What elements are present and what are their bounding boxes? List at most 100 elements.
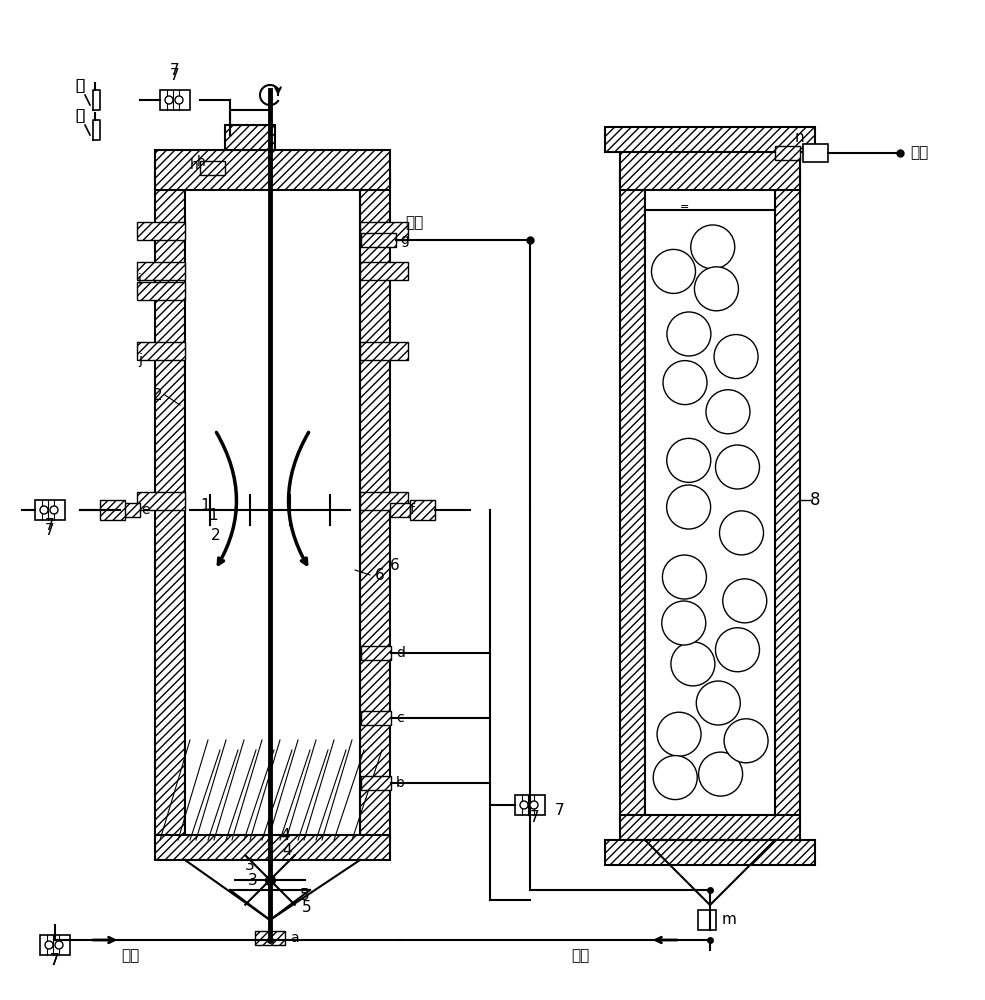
Circle shape (165, 96, 173, 104)
Bar (137, 492, 185, 510)
Text: 7: 7 (50, 953, 60, 968)
Bar (361, 646, 391, 660)
Bar (185, 170, 360, 840)
Circle shape (50, 506, 58, 514)
Text: 6: 6 (375, 568, 385, 583)
Bar (137, 342, 185, 360)
Bar (360, 170, 390, 840)
Text: 7: 7 (45, 518, 55, 533)
Text: g: g (400, 233, 409, 247)
Bar (160, 90, 190, 110)
Text: 4: 4 (282, 843, 292, 858)
Text: ≡: ≡ (681, 203, 690, 213)
Circle shape (696, 681, 741, 725)
Circle shape (698, 752, 743, 796)
Circle shape (715, 628, 759, 672)
Circle shape (175, 96, 183, 104)
Bar (200, 161, 225, 175)
Circle shape (40, 506, 48, 514)
Text: n: n (795, 130, 805, 145)
Bar (360, 342, 408, 360)
Text: 8: 8 (810, 491, 821, 509)
Bar (155, 170, 185, 840)
Bar (230, 110, 270, 125)
Circle shape (657, 712, 701, 756)
Text: h: h (190, 158, 199, 172)
Text: a: a (290, 931, 298, 945)
Text: 3: 3 (248, 873, 258, 888)
Text: 7: 7 (45, 523, 55, 538)
Circle shape (520, 801, 528, 809)
Text: b: b (396, 776, 405, 790)
Bar (155, 150, 390, 190)
Bar (620, 150, 800, 190)
Bar (100, 500, 125, 520)
Bar (40, 935, 70, 955)
Text: 回流: 回流 (571, 948, 589, 963)
Text: f: f (410, 503, 415, 517)
Bar (360, 222, 408, 240)
Circle shape (715, 445, 759, 489)
Bar (360, 262, 408, 280)
Bar (35, 500, 65, 520)
Circle shape (663, 361, 707, 405)
Bar (605, 840, 815, 865)
Bar (155, 835, 390, 860)
Text: 筹: 筹 (75, 108, 84, 123)
Text: 进水: 进水 (121, 948, 139, 963)
Text: 2: 2 (211, 528, 220, 543)
Text: 7: 7 (530, 810, 540, 825)
Bar (361, 233, 396, 247)
Text: 酸: 酸 (75, 78, 84, 93)
Circle shape (651, 249, 695, 293)
Bar (120, 503, 140, 517)
Text: 筹: 筹 (75, 108, 84, 123)
Text: 3: 3 (245, 858, 255, 873)
Text: 排水: 排水 (910, 145, 928, 160)
Circle shape (719, 511, 763, 555)
Text: 酸: 酸 (75, 78, 84, 93)
Bar (803, 144, 828, 162)
Text: c: c (396, 711, 404, 725)
Circle shape (690, 225, 735, 269)
Text: h: h (197, 155, 206, 169)
Circle shape (671, 642, 715, 686)
Circle shape (653, 756, 697, 800)
Bar (361, 776, 391, 790)
Circle shape (530, 801, 538, 809)
Text: 7: 7 (170, 63, 180, 78)
Bar (515, 795, 545, 815)
Circle shape (694, 267, 739, 311)
Text: 5: 5 (302, 900, 311, 915)
Circle shape (55, 941, 63, 949)
Text: 2: 2 (153, 388, 162, 403)
Bar (360, 492, 408, 510)
Text: 7: 7 (50, 953, 60, 968)
Bar (698, 910, 716, 930)
Text: i: i (138, 273, 142, 287)
Bar (390, 503, 410, 517)
Text: 7: 7 (555, 803, 564, 818)
Bar (605, 127, 815, 152)
Bar (775, 170, 800, 820)
Text: 7: 7 (170, 68, 180, 83)
Bar (620, 170, 645, 820)
Bar (775, 146, 800, 160)
Circle shape (723, 579, 766, 623)
Bar (361, 711, 391, 725)
Text: 5: 5 (300, 888, 309, 903)
Text: 1: 1 (208, 508, 218, 523)
Circle shape (667, 485, 710, 529)
Circle shape (667, 312, 711, 356)
Text: d: d (396, 646, 405, 660)
Circle shape (662, 601, 706, 645)
Text: 6: 6 (390, 558, 400, 573)
Bar (225, 125, 275, 150)
Bar (620, 815, 800, 840)
Text: 出水: 出水 (405, 215, 424, 230)
Text: 1: 1 (200, 498, 210, 513)
Text: e: e (142, 503, 150, 517)
Text: j: j (138, 353, 142, 367)
Circle shape (706, 390, 750, 434)
Bar (137, 262, 185, 280)
